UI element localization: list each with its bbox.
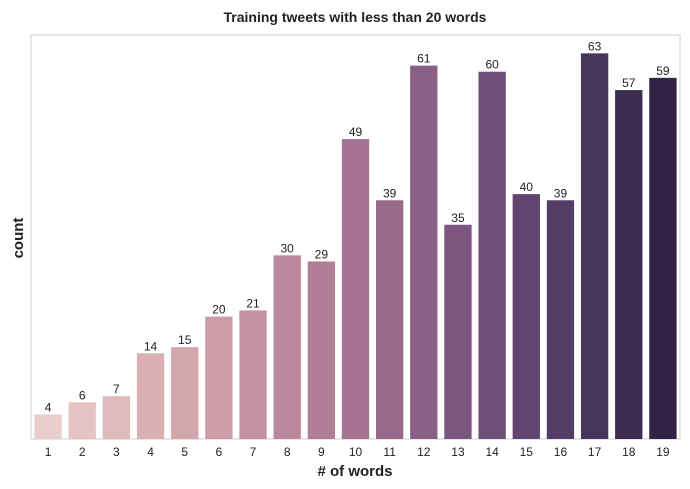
bar-15 [512, 194, 540, 439]
bar-2 [68, 402, 96, 439]
x-tick-label-5: 5 [181, 445, 188, 459]
bar-4 [136, 353, 165, 439]
data-label-11: 39 [383, 186, 397, 200]
bar-19 [649, 77, 677, 439]
x-tick-label-19: 19 [656, 445, 670, 459]
data-label-9: 29 [315, 247, 329, 261]
bars-group [34, 53, 677, 440]
data-label-2: 6 [79, 388, 86, 402]
data-label-1: 4 [45, 401, 52, 415]
data-label-8: 30 [281, 241, 295, 255]
bar-12 [410, 65, 438, 440]
data-label-14: 60 [485, 58, 499, 72]
bar-18 [615, 90, 643, 439]
x-axis-label: # of words [317, 463, 392, 480]
x-tick-label-14: 14 [485, 445, 499, 459]
x-tick-label-6: 6 [216, 445, 223, 459]
bar-7 [239, 310, 267, 439]
bar-3 [102, 396, 131, 439]
data-label-12: 61 [417, 52, 431, 66]
chart-title: Training tweets with less than 20 words [224, 9, 487, 25]
x-tick-label-9: 9 [318, 445, 325, 459]
data-labels-group: 4 6 7 14 15 20 21 30 29 49 39 61 35 60 40 39 63 57 59 [45, 39, 670, 414]
x-tick-label-2: 2 [79, 445, 86, 459]
data-label-19: 59 [656, 64, 670, 78]
bar-1 [34, 414, 62, 439]
data-label-6: 20 [212, 303, 226, 317]
x-tick-label-12: 12 [417, 445, 431, 459]
x-tick-label-4: 4 [147, 445, 154, 459]
data-label-7: 21 [246, 296, 260, 310]
data-label-10: 49 [349, 125, 363, 139]
bar-16 [546, 200, 575, 439]
x-tick-labels-group: 1 2 3 4 5 6 7 8 9 10 11 12 13 14 15 16 17 18 19 [45, 445, 670, 459]
bar-13 [444, 224, 472, 439]
x-tick-label-15: 15 [520, 445, 534, 459]
x-tick-label-8: 8 [284, 445, 291, 459]
x-tick-label-1: 1 [45, 445, 52, 459]
data-label-15: 40 [520, 180, 534, 194]
x-tick-label-18: 18 [622, 445, 636, 459]
data-label-3: 7 [113, 382, 120, 396]
x-tick-label-11: 11 [383, 445, 396, 459]
bar-9 [307, 261, 336, 439]
y-axis-label: count [10, 218, 27, 259]
bar-6 [205, 316, 233, 439]
data-label-4: 14 [144, 339, 158, 353]
x-tick-label-10: 10 [349, 445, 363, 459]
data-label-17: 63 [588, 39, 602, 53]
bar-5 [171, 347, 199, 439]
bar-10 [341, 139, 370, 439]
data-label-5: 15 [178, 333, 192, 347]
data-label-13: 35 [451, 211, 465, 225]
x-tick-label-7: 7 [250, 445, 257, 459]
data-label-18: 57 [622, 76, 636, 90]
bar-8 [273, 255, 301, 439]
x-tick-label-16: 16 [554, 445, 568, 459]
data-label-16: 39 [554, 186, 568, 200]
bar-11 [375, 200, 404, 439]
bar-14 [478, 71, 506, 439]
bar-17 [580, 53, 609, 440]
x-tick-label-3: 3 [113, 445, 120, 459]
x-tick-label-17: 17 [588, 445, 602, 459]
x-tick-label-13: 13 [451, 445, 465, 459]
